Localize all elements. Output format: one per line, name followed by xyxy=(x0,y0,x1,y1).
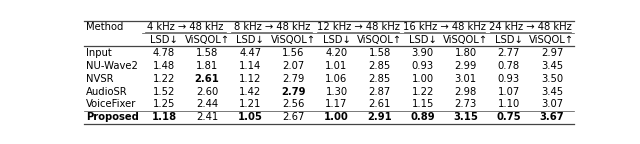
Text: Input: Input xyxy=(86,48,112,58)
Text: 3.45: 3.45 xyxy=(541,87,563,96)
Text: 1.52: 1.52 xyxy=(153,87,175,96)
Text: 1.17: 1.17 xyxy=(325,99,348,109)
Text: 2.79: 2.79 xyxy=(282,74,305,84)
Text: 0.75: 0.75 xyxy=(497,112,521,122)
Text: NVSR: NVSR xyxy=(86,74,113,84)
Text: 1.48: 1.48 xyxy=(153,61,175,71)
Text: 2.61: 2.61 xyxy=(369,99,391,109)
Text: 1.22: 1.22 xyxy=(412,87,434,96)
Text: 16 kHz → 48 kHz: 16 kHz → 48 kHz xyxy=(403,22,486,32)
Text: Proposed: Proposed xyxy=(86,112,139,122)
Text: 0.89: 0.89 xyxy=(410,112,435,122)
Text: 3.50: 3.50 xyxy=(541,74,563,84)
Text: 2.73: 2.73 xyxy=(454,99,477,109)
Text: 1.25: 1.25 xyxy=(153,99,175,109)
Text: 2.56: 2.56 xyxy=(282,99,305,109)
Text: ViSQOL↑: ViSQOL↑ xyxy=(271,35,316,45)
Text: 3.01: 3.01 xyxy=(454,74,477,84)
Text: LSD↓: LSD↓ xyxy=(495,35,523,45)
Text: 1.14: 1.14 xyxy=(239,61,261,71)
Text: 1.80: 1.80 xyxy=(454,48,477,58)
Text: 2.07: 2.07 xyxy=(282,61,305,71)
Text: 2.61: 2.61 xyxy=(195,74,220,84)
Text: 1.00: 1.00 xyxy=(324,112,349,122)
Text: 4 kHz → 48 kHz: 4 kHz → 48 kHz xyxy=(147,22,224,32)
Text: 3.67: 3.67 xyxy=(540,112,564,122)
Text: 2.77: 2.77 xyxy=(498,48,520,58)
Text: 2.44: 2.44 xyxy=(196,99,218,109)
Text: 1.58: 1.58 xyxy=(369,48,390,58)
Text: 0.93: 0.93 xyxy=(412,61,434,71)
Text: 12 kHz → 48 kHz: 12 kHz → 48 kHz xyxy=(317,22,399,32)
Text: 2.79: 2.79 xyxy=(281,87,306,96)
Text: AudioSR: AudioSR xyxy=(86,87,127,96)
Text: 3.15: 3.15 xyxy=(453,112,478,122)
Text: 1.12: 1.12 xyxy=(239,74,261,84)
Text: 2.99: 2.99 xyxy=(454,61,477,71)
Text: 2.87: 2.87 xyxy=(369,87,390,96)
Text: 1.56: 1.56 xyxy=(282,48,305,58)
Text: 1.01: 1.01 xyxy=(325,61,348,71)
Text: 1.05: 1.05 xyxy=(238,112,262,122)
Text: 1.18: 1.18 xyxy=(152,112,177,122)
Text: LSD↓: LSD↓ xyxy=(150,35,178,45)
Text: 1.30: 1.30 xyxy=(325,87,348,96)
Text: 1.00: 1.00 xyxy=(412,74,434,84)
Text: 2.98: 2.98 xyxy=(454,87,477,96)
Text: 8 kHz → 48 kHz: 8 kHz → 48 kHz xyxy=(234,22,310,32)
Text: VoiceFixer: VoiceFixer xyxy=(86,99,136,109)
Text: 3.90: 3.90 xyxy=(412,48,434,58)
Text: 1.42: 1.42 xyxy=(239,87,261,96)
Text: 4.47: 4.47 xyxy=(239,48,261,58)
Text: 1.22: 1.22 xyxy=(153,74,175,84)
Text: 1.06: 1.06 xyxy=(325,74,348,84)
Text: 1.10: 1.10 xyxy=(498,99,520,109)
Text: 24 kHz → 48 kHz: 24 kHz → 48 kHz xyxy=(489,22,572,32)
Text: 1.81: 1.81 xyxy=(196,61,218,71)
Text: LSD↓: LSD↓ xyxy=(323,35,350,45)
Text: 0.78: 0.78 xyxy=(498,61,520,71)
Text: 2.85: 2.85 xyxy=(369,61,390,71)
Text: ViSQOL↑: ViSQOL↑ xyxy=(444,35,488,45)
Text: 3.07: 3.07 xyxy=(541,99,563,109)
Text: ViSQOL↑: ViSQOL↑ xyxy=(184,35,230,45)
Text: 2.60: 2.60 xyxy=(196,87,218,96)
Text: 2.85: 2.85 xyxy=(369,74,390,84)
Text: 2.91: 2.91 xyxy=(367,112,392,122)
Text: LSD↓: LSD↓ xyxy=(409,35,436,45)
Text: 4.78: 4.78 xyxy=(153,48,175,58)
Text: LSD↓: LSD↓ xyxy=(236,35,264,45)
Text: 4.20: 4.20 xyxy=(325,48,348,58)
Text: 0.93: 0.93 xyxy=(498,74,520,84)
Text: NU-Wave2: NU-Wave2 xyxy=(86,61,138,71)
Text: Method: Method xyxy=(86,22,124,32)
Text: 3.45: 3.45 xyxy=(541,61,563,71)
Text: 1.07: 1.07 xyxy=(498,87,520,96)
Text: 1.21: 1.21 xyxy=(239,99,261,109)
Text: ViSQOL↑: ViSQOL↑ xyxy=(529,35,575,45)
Text: 2.41: 2.41 xyxy=(196,112,218,122)
Text: 1.15: 1.15 xyxy=(412,99,434,109)
Text: 2.67: 2.67 xyxy=(282,112,305,122)
Text: 2.97: 2.97 xyxy=(541,48,563,58)
Text: ViSQOL↑: ViSQOL↑ xyxy=(357,35,402,45)
Text: 1.58: 1.58 xyxy=(196,48,218,58)
